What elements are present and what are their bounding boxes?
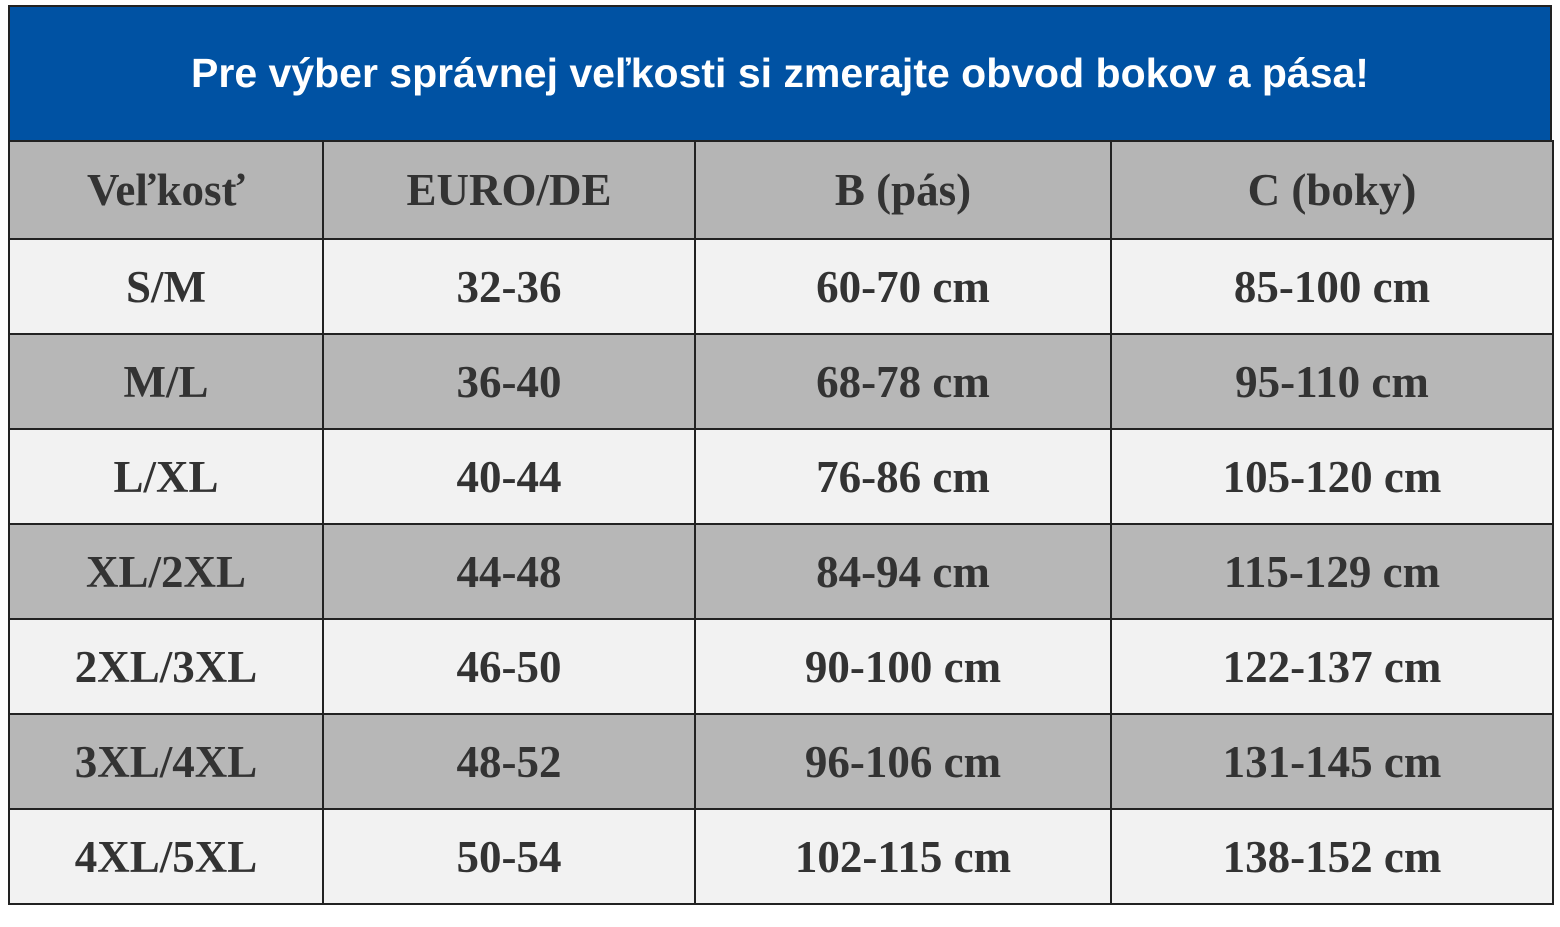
column-header: C (boky) <box>1110 140 1554 240</box>
table-cell: 68-78 cm <box>694 333 1112 430</box>
table-row: 2XL/3XL 46-50 90-100 cm 122-137 cm <box>8 618 1554 715</box>
table-cell: 46-50 <box>322 618 696 715</box>
table-cell: 90-100 cm <box>694 618 1112 715</box>
table-cell: XL/2XL <box>8 523 324 620</box>
table-cell: 84-94 cm <box>694 523 1112 620</box>
table-row: XL/2XL 44-48 84-94 cm 115-129 cm <box>8 523 1554 620</box>
size-chart: Pre výber správnej veľkosti si zmerajte … <box>8 5 1554 916</box>
table-cell: 50-54 <box>322 808 696 905</box>
table-body: S/M 32-36 60-70 cm 85-100 cm M/L 36-40 68-78 c… <box>8 238 1554 905</box>
table-cell: 131-145 cm <box>1110 713 1554 810</box>
table-cell: 44-48 <box>322 523 696 620</box>
table-row: 4XL/5XL 50-54 102-115 cm 138-152 cm <box>8 808 1554 905</box>
table-cell: 102-115 cm <box>694 808 1112 905</box>
table-cell: 3XL/4XL <box>8 713 324 810</box>
table-row: L/XL 40-44 76-86 cm 105-120 cm <box>8 428 1554 525</box>
table-cell: 105-120 cm <box>1110 428 1554 525</box>
table-cell: 4XL/5XL <box>8 808 324 905</box>
size-table: Veľkosť EURO/DE B (pás) C (boky) S/M 32-36 60… <box>8 140 1554 905</box>
table-cell: 85-100 cm <box>1110 238 1554 335</box>
table-cell: M/L <box>8 333 324 430</box>
header-row: Veľkosť EURO/DE B (pás) C (boky) <box>8 140 1554 240</box>
table-cell: L/XL <box>8 428 324 525</box>
table-row: S/M 32-36 60-70 cm 85-100 cm <box>8 238 1554 335</box>
table-cell: 60-70 cm <box>694 238 1112 335</box>
column-header: EURO/DE <box>322 140 696 240</box>
table-cell: 36-40 <box>322 333 696 430</box>
column-header: Veľkosť <box>8 140 324 240</box>
table-cell: 32-36 <box>322 238 696 335</box>
table-row: M/L 36-40 68-78 cm 95-110 cm <box>8 333 1554 430</box>
table-cell: 138-152 cm <box>1110 808 1554 905</box>
table-cell: 76-86 cm <box>694 428 1112 525</box>
table-cell: 40-44 <box>322 428 696 525</box>
table-cell: 122-137 cm <box>1110 618 1554 715</box>
table-cell: 96-106 cm <box>694 713 1112 810</box>
table-row: 3XL/4XL 48-52 96-106 cm 131-145 cm <box>8 713 1554 810</box>
table-cell: 2XL/3XL <box>8 618 324 715</box>
table-cell: S/M <box>8 238 324 335</box>
table-cell: 115-129 cm <box>1110 523 1554 620</box>
table-cell: 95-110 cm <box>1110 333 1554 430</box>
title-banner: Pre výber správnej veľkosti si zmerajte … <box>8 5 1552 140</box>
column-header: B (pás) <box>694 140 1112 240</box>
table-cell: 48-52 <box>322 713 696 810</box>
